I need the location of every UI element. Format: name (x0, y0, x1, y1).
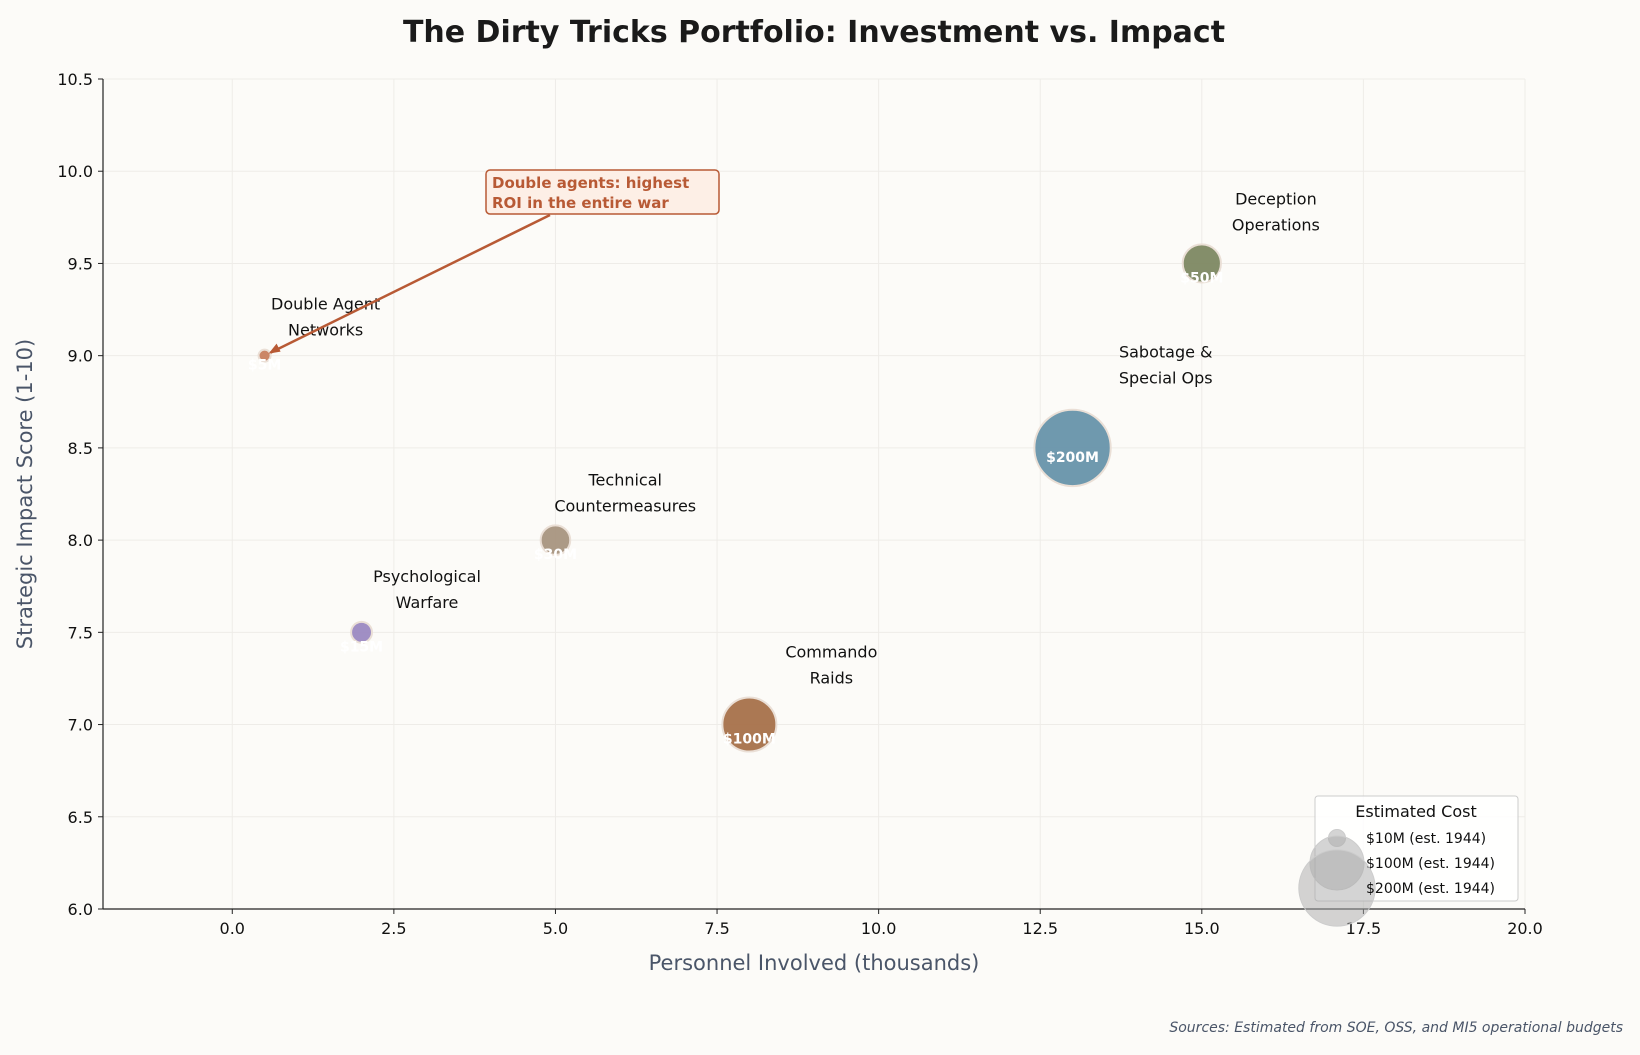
chart-title: The Dirty Tricks Portfolio: Investment v… (403, 15, 1225, 50)
y-tick-label: 7.5 (68, 623, 93, 642)
bubble-cost-label: $50M (1180, 270, 1223, 286)
y-tick-label: 10.5 (57, 70, 93, 89)
bubble-name-label: Technical (588, 470, 662, 489)
y-tick-label: 6.0 (68, 900, 93, 919)
bubble-cost-label: $200M (1046, 450, 1099, 466)
x-tick-label: 7.5 (704, 919, 729, 938)
annotation-arrowhead (268, 343, 281, 354)
x-axis-label: Personnel Involved (thousands) (649, 951, 980, 975)
y-tick-label: 8.0 (68, 531, 93, 550)
bubble-name-label: Commando (785, 643, 877, 662)
x-tick-label: 2.5 (381, 919, 406, 938)
x-tick-label: 0.0 (220, 919, 245, 938)
x-tick-label: 17.5 (1346, 919, 1382, 938)
legend-label: $200M (est. 1944) (1366, 881, 1495, 897)
bubble-name-label: Networks (288, 321, 363, 340)
bubble-name-label: Deception (1235, 189, 1317, 208)
annotation-text: Double agents: highest (492, 174, 689, 192)
bubble-name-label: Raids (810, 669, 854, 688)
bubble-name-label: Operations (1232, 215, 1320, 234)
bubble (350, 620, 374, 644)
bubble (257, 348, 272, 363)
x-tick-label: 5.0 (543, 919, 568, 938)
bubble-cost-label: $100M (723, 732, 776, 748)
x-tick-label: 20.0 (1507, 919, 1543, 938)
bubble-cost-label: $15M (340, 639, 383, 655)
annotation-box (485, 169, 720, 215)
bubble (721, 696, 778, 753)
bubble-cost-label: $30M (534, 547, 577, 563)
source-note: Sources: Estimated from SOE, OSS, and MI… (1169, 1020, 1623, 1036)
bubble-name-label: Sabotage & (1119, 343, 1213, 362)
bubble (1181, 243, 1222, 284)
legend-label: $10M (est. 1944) (1366, 831, 1486, 847)
legend-marker (1298, 849, 1376, 927)
bubble (539, 524, 572, 556)
legend-label: $100M (est. 1944) (1366, 856, 1495, 872)
bubble-name-label: Warfare (396, 593, 459, 612)
y-axis-label: Strategic Impact Score (1-10) (13, 339, 37, 649)
y-tick-label: 6.5 (68, 808, 93, 827)
y-tick-label: 8.5 (68, 439, 93, 458)
annotation-text: ROI in the entire war (492, 194, 669, 212)
annotation-arrow (270, 213, 551, 354)
bubble-name-label: Double Agent (271, 295, 380, 314)
bubble-name-label: Psychological (373, 567, 481, 586)
bubble (1033, 408, 1112, 488)
legend-title: Estimated Cost (1355, 802, 1476, 821)
x-tick-label: 15.0 (1184, 919, 1220, 938)
y-tick-label: 9.5 (68, 254, 93, 273)
y-tick-label: 10.0 (57, 162, 93, 181)
x-tick-label: 10.0 (861, 919, 897, 938)
x-tick-label: 12.5 (1022, 919, 1058, 938)
bubble-name-label: Special Ops (1119, 369, 1213, 388)
y-tick-label: 7.0 (68, 716, 93, 735)
bubble-cost-label: $5M (248, 358, 281, 374)
y-tick-label: 9.0 (68, 347, 93, 366)
bubble-name-label: Countermeasures (554, 496, 696, 515)
